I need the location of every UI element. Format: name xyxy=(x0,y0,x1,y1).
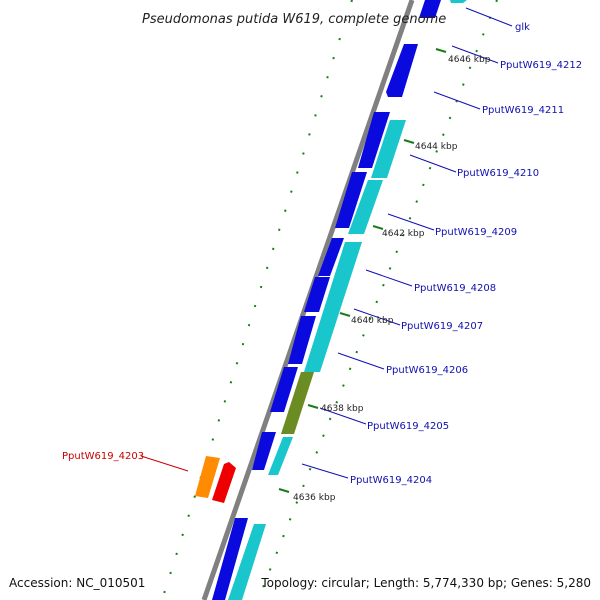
gene-label[interactable]: PputW619_4208 xyxy=(414,283,496,294)
gene-label[interactable]: PputW619_4207 xyxy=(401,321,483,332)
gene-label-selected[interactable]: PputW619_4203 xyxy=(62,451,144,462)
gene-label[interactable]: PputW619_4206 xyxy=(386,365,468,376)
tick-label: 4642 kbp xyxy=(382,229,425,239)
gene-forward[interactable] xyxy=(318,238,344,276)
gene-reverse[interactable] xyxy=(450,0,467,3)
tick-label: 4636 kbp xyxy=(293,493,336,503)
topology-text: Topology: circular; Length: 5,774,330 bp… xyxy=(260,576,591,590)
gene-pseudo[interactable] xyxy=(281,372,314,434)
tick-label: 4644 kbp xyxy=(415,142,458,152)
tick-label: 4646 kbp xyxy=(448,55,491,65)
tick-label: 4640 kbp xyxy=(351,316,394,326)
kbp-labels: 4646 kbp 4644 kbp 4642 kbp 4640 kbp 4638… xyxy=(293,55,491,503)
gene-label-glk[interactable]: glk xyxy=(515,22,530,33)
gene-forward[interactable] xyxy=(386,44,418,97)
forward-genes xyxy=(212,0,441,600)
gene-selected-orange[interactable] xyxy=(195,456,220,498)
gene-label[interactable]: PputW619_4209 xyxy=(435,227,517,238)
reverse-genes xyxy=(228,0,467,600)
accession-text: Accession: NC_010501 xyxy=(9,576,145,590)
gene-forward[interactable] xyxy=(304,277,330,312)
leader-lines xyxy=(301,7,513,479)
gene-forward[interactable] xyxy=(419,0,441,18)
gene-label[interactable]: PputW619_4205 xyxy=(367,421,449,432)
gene-label[interactable]: PputW619_4210 xyxy=(457,168,539,179)
gene-reverse[interactable] xyxy=(371,120,406,178)
gene-forward[interactable] xyxy=(335,172,367,228)
gene-label[interactable]: PputW619_4204 xyxy=(350,475,432,486)
inner-dotted-ring xyxy=(257,0,498,600)
gene-forward[interactable] xyxy=(288,316,316,364)
gene-reverse[interactable] xyxy=(348,180,383,234)
gene-reverse[interactable] xyxy=(228,524,266,600)
tick-label: 4638 kbp xyxy=(321,404,364,414)
gene-forward[interactable] xyxy=(270,367,298,412)
gene-selected-red[interactable] xyxy=(212,462,236,503)
gene-labels: glk PputW619_4212 PputW619_4211 PputW619… xyxy=(350,22,582,486)
genome-title: Pseudomonas putida W619, complete genome xyxy=(142,12,446,27)
kbp-ticks xyxy=(278,48,447,493)
gene-reverse[interactable] xyxy=(304,242,362,372)
gene-forward[interactable] xyxy=(252,432,276,470)
gene-forward[interactable] xyxy=(358,112,390,168)
gene-label[interactable]: PputW619_4211 xyxy=(482,105,564,116)
leader-line-red xyxy=(140,455,189,472)
gene-label[interactable]: PputW619_4212 xyxy=(500,60,582,71)
gene-reverse[interactable] xyxy=(268,437,293,475)
outer-dotted-ring xyxy=(161,0,353,600)
gene-forward[interactable] xyxy=(212,518,248,600)
